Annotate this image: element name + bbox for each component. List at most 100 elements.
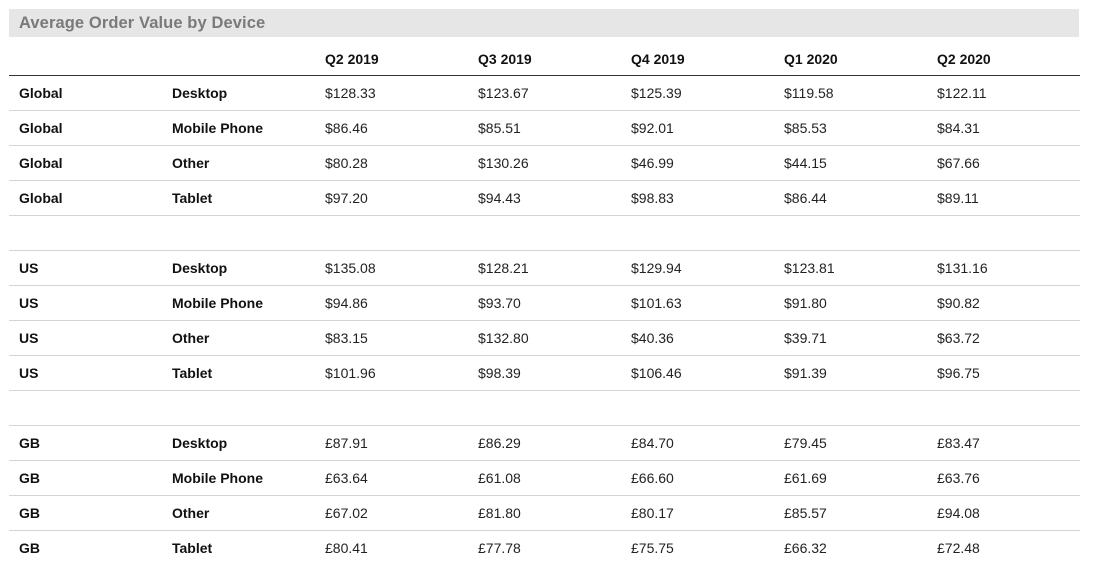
region-cell: GB	[9, 460, 162, 496]
region-cell: GB	[9, 495, 162, 531]
column-header-q2-2019: Q2 2019	[315, 43, 468, 76]
value-cell: $67.66	[927, 145, 1080, 181]
column-header	[9, 43, 162, 76]
value-cell: £75.75	[631, 540, 674, 556]
data-table: Q2 2019 Q3 2019 Q4 2019 Q1 2020 Q2 2020 …	[9, 43, 1080, 565]
device-cell: Mobile Phone	[162, 110, 315, 146]
value-cell: $93.70	[468, 285, 621, 321]
device-cell: Mobile Phone	[162, 285, 315, 321]
value-cell: £85.57	[774, 495, 927, 531]
device-cell: Other	[162, 145, 315, 181]
value-cell: $91.39	[774, 355, 927, 391]
value-cell: $46.99	[621, 145, 774, 181]
group-spacer	[9, 390, 1080, 426]
table-row: Global Mobile Phone $86.46 $85.51 $92.01 $85.…	[9, 110, 1080, 146]
region-cell: GB	[9, 425, 162, 461]
value-cell: £63.76	[927, 460, 1080, 496]
value-cell: $39.71	[774, 320, 927, 356]
region-cell: Global	[9, 75, 162, 111]
value-cell: £79.45	[774, 425, 927, 461]
value-cell: $80.28	[315, 145, 468, 181]
value-cell: £86.29	[468, 425, 621, 461]
value-cell: $96.75	[927, 355, 1080, 391]
table-body: Global Desktop $128.33 $123.67 $125.39 $119.5…	[9, 75, 1080, 566]
value-cell: $119.58	[774, 75, 927, 111]
value-cell: $123.67	[468, 75, 621, 111]
value-cell: £66.60	[621, 460, 774, 496]
value-cell: $63.72	[927, 320, 1080, 356]
value-cell: £66.32	[784, 540, 827, 556]
value-cell: £77.78	[478, 540, 521, 556]
value-cell: £67.02	[315, 495, 468, 531]
value-cell: £94.08	[927, 495, 1080, 531]
value-cell: $98.39	[468, 355, 621, 391]
value-cell: $125.39	[621, 75, 774, 111]
table-row: GB Desktop £87.91 £86.29 £84.70 £79.45 £83.47	[9, 425, 1080, 461]
value-cell: $89.11	[927, 180, 1080, 216]
table-row: GB Mobile Phone £63.64 £61.08 £66.60 £61.69 £6…	[9, 460, 1080, 496]
value-cell: $84.31	[927, 110, 1080, 146]
value-cell: $85.53	[774, 110, 927, 146]
value-cell: £83.47	[927, 425, 1080, 461]
region-cell: US	[9, 285, 162, 321]
value-cell: $86.44	[774, 180, 927, 216]
region-cell: Global	[9, 145, 162, 181]
header-row: Q2 2019 Q3 2019 Q4 2019 Q1 2020 Q2 2020	[9, 43, 1080, 76]
value-cell: $101.96	[315, 355, 468, 391]
title-bar: Average Order Value by Device	[9, 9, 1079, 37]
device-cell: Other	[162, 320, 315, 356]
spacer-cell	[9, 390, 1080, 426]
device-cell: Tablet	[162, 355, 315, 391]
table-row: US Tablet $101.96 $98.39 $106.46 $91.39 $96.75	[9, 355, 1080, 391]
value-cell: $129.94	[621, 250, 774, 286]
region-cell: US	[9, 355, 162, 391]
device-cell: Other	[162, 495, 315, 531]
table-row: GB Tablet £80.41 £77.78 £75.75 £66.32 £72.48	[9, 531, 1080, 566]
value-cell: $40.36	[621, 320, 774, 356]
value-cell: £61.69	[774, 460, 927, 496]
table-row: US Desktop $135.08 $128.21 $129.94 $123.81 $13…	[9, 250, 1080, 286]
value-cell: $132.80	[468, 320, 621, 356]
region-cell: GB	[19, 540, 40, 556]
value-cell: £72.48	[937, 540, 980, 556]
value-cell: $97.20	[315, 180, 468, 216]
value-cell: $92.01	[621, 110, 774, 146]
value-cell: $83.15	[315, 320, 468, 356]
device-cell: Desktop	[162, 425, 315, 461]
value-cell: £80.41	[325, 540, 368, 556]
value-cell: $135.08	[315, 250, 468, 286]
value-cell: $85.51	[468, 110, 621, 146]
table-row: GB Other £67.02 £81.80 £80.17 £85.57 £94.08	[9, 495, 1080, 531]
column-header-q3-2019: Q3 2019	[468, 43, 621, 76]
value-cell: £84.70	[621, 425, 774, 461]
region-cell: US	[9, 250, 162, 286]
value-cell: $44.15	[774, 145, 927, 181]
value-cell: $101.63	[621, 285, 774, 321]
device-cell: Tablet	[162, 180, 315, 216]
device-cell: Desktop	[162, 75, 315, 111]
table-title: Average Order Value by Device	[19, 13, 266, 32]
device-cell: Tablet	[172, 540, 213, 556]
column-header-q1-2020: Q1 2020	[774, 43, 927, 76]
value-cell: $91.80	[774, 285, 927, 321]
value-cell: $94.43	[468, 180, 621, 216]
value-cell: $130.26	[468, 145, 621, 181]
region-cell: Global	[9, 180, 162, 216]
value-cell: $86.46	[315, 110, 468, 146]
value-cell: $131.16	[927, 250, 1080, 286]
column-header	[162, 43, 315, 76]
value-cell: £61.08	[468, 460, 621, 496]
value-cell: $98.83	[621, 180, 774, 216]
value-cell: £81.80	[468, 495, 621, 531]
column-header-q4-2019: Q4 2019	[621, 43, 774, 76]
value-cell: £87.91	[315, 425, 468, 461]
value-cell: $106.46	[621, 355, 774, 391]
column-header-q2-2020: Q2 2020	[927, 43, 1080, 76]
table-row: US Mobile Phone $94.86 $93.70 $101.63 $91.80 $…	[9, 285, 1080, 321]
value-cell: $128.33	[315, 75, 468, 111]
value-cell: £80.17	[621, 495, 774, 531]
group-spacer	[9, 215, 1080, 251]
table-row: Global Tablet $97.20 $94.43 $98.83 $86.44 $89.…	[9, 180, 1080, 216]
value-cell: $94.86	[315, 285, 468, 321]
table-row: US Other $83.15 $132.80 $40.36 $39.71 $63.72	[9, 320, 1080, 356]
